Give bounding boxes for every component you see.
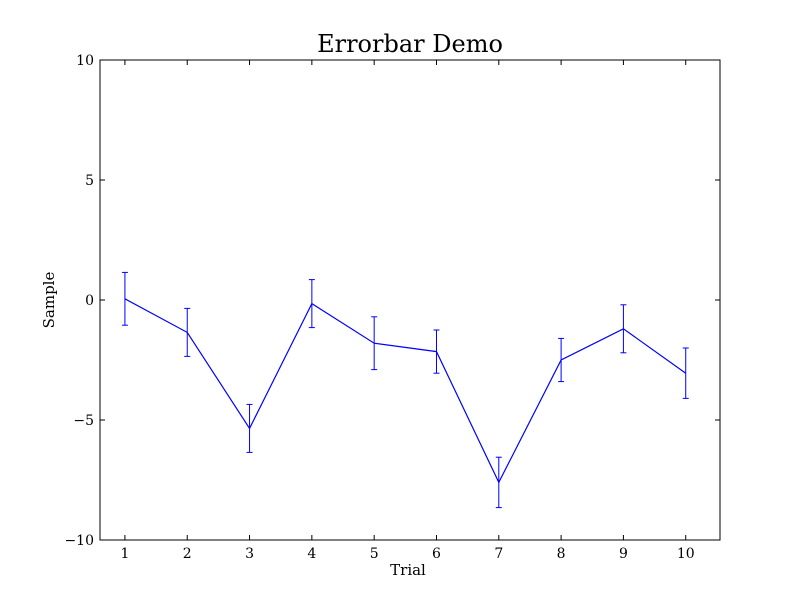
error-bar [246, 403, 253, 453]
y-tick-label: 0 [85, 293, 94, 309]
x-tick-label: 8 [557, 546, 566, 562]
y-tick-label: 5 [85, 173, 94, 189]
x-tick-label: 3 [245, 546, 254, 562]
axis-ticks: 1 2 3 4 5 6 7 8 9 10 −10 −5 0 5 10 [64, 53, 720, 562]
series-line [124, 298, 687, 484]
plot-marks [121, 271, 689, 509]
x-tick-label: 4 [307, 546, 316, 562]
x-tick-label: 5 [370, 546, 379, 562]
error-bar [495, 456, 502, 509]
x-tick-label: 7 [494, 546, 503, 562]
y-tick-label: −5 [73, 413, 94, 429]
error-bar [308, 279, 315, 329]
x-tick-label: 2 [183, 546, 192, 562]
error-bar [558, 337, 565, 383]
error-bar [620, 304, 627, 354]
y-axis-label: Sample [40, 272, 58, 329]
error-bar [682, 347, 689, 399]
y-tick-label: 10 [76, 53, 94, 69]
x-axis-label: Trial [390, 561, 426, 579]
error-bar [433, 329, 440, 374]
x-tick-label: 9 [619, 546, 628, 562]
error-bar [371, 316, 378, 371]
error-bar [184, 307, 191, 357]
y-tick-label: −10 [64, 533, 94, 549]
x-tick-label: 1 [120, 546, 129, 562]
plot-frame [99, 59, 721, 541]
x-tick-label: 6 [432, 546, 441, 562]
x-tick-label: 10 [677, 546, 695, 562]
error-bar [121, 271, 128, 326]
chart-title: Errorbar Demo [317, 30, 503, 58]
